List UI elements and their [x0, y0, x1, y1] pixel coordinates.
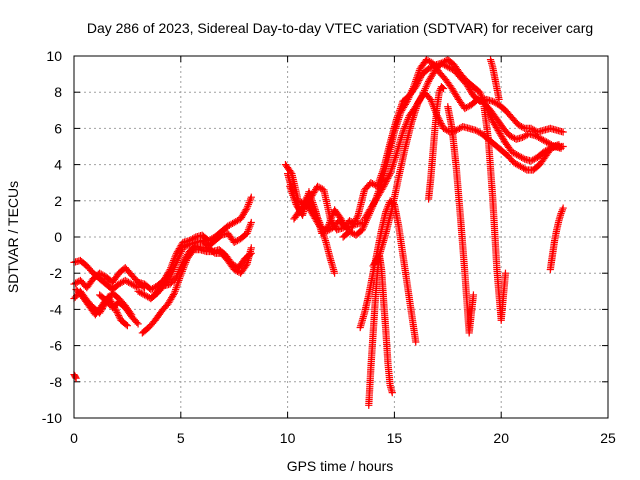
y-axis-ticks: -10 -8 -6 -4 -2 0 2 4 6 8 10 — [42, 48, 608, 426]
y-tick-label: 6 — [54, 120, 62, 136]
data-point — [559, 142, 567, 151]
data-point — [438, 84, 447, 92]
x-tick-label: 15 — [387, 430, 403, 446]
series-tail — [546, 204, 567, 274]
data-points — [70, 56, 567, 409]
data-point — [71, 373, 80, 381]
data-point — [495, 95, 503, 104]
y-axis-label: SDTVAR / TECUs — [5, 181, 21, 293]
series-s2 — [70, 264, 149, 292]
data-point — [559, 128, 567, 136]
series-dip6 — [486, 56, 503, 104]
data-point — [501, 269, 510, 277]
series-s1 — [70, 256, 142, 294]
x-tick-label: 20 — [493, 430, 509, 446]
series-s15 — [360, 56, 567, 223]
x-axis-label: GPS time / hours — [287, 458, 394, 474]
data-point — [469, 291, 478, 299]
y-tick-label: -4 — [50, 301, 63, 317]
data-point — [123, 322, 131, 330]
y-tick-label: -10 — [42, 410, 62, 426]
y-tick-label: 8 — [54, 84, 62, 100]
data-point — [330, 269, 339, 277]
data-point — [134, 320, 142, 328]
data-point — [247, 244, 255, 252]
data-point — [439, 84, 448, 93]
data-point — [555, 141, 563, 149]
x-axis-ticks: 0 5 10 15 20 25 — [70, 56, 616, 446]
y-tick-label: -6 — [50, 338, 63, 354]
y-tick-label: 10 — [46, 48, 62, 64]
data-point — [247, 193, 255, 201]
data-point — [247, 218, 255, 227]
y-tick-label: 4 — [54, 157, 62, 173]
series-dip5 — [480, 103, 510, 324]
series-dip2 — [365, 251, 396, 409]
y-tick-label: -8 — [50, 374, 63, 390]
series-s5 — [96, 291, 142, 328]
y-tick-label: 0 — [54, 229, 62, 245]
data-point — [559, 204, 567, 212]
series-s9 — [147, 242, 255, 303]
y-tick-label: -2 — [50, 265, 63, 281]
chart-title: Day 286 of 2023, Sidereal Day-to-day VTE… — [87, 20, 593, 36]
plot-frame — [73, 55, 609, 419]
data-point — [210, 248, 218, 256]
series-s14 — [339, 56, 565, 241]
x-tick-label: 0 — [70, 430, 78, 446]
series-dip3 — [424, 83, 448, 203]
series-dip1 — [356, 197, 420, 346]
y-tick-label: 2 — [54, 193, 62, 209]
series-outlier — [70, 370, 80, 382]
series-dip4 — [444, 103, 478, 337]
data-point — [412, 338, 420, 346]
data-point — [388, 389, 396, 397]
data-point — [122, 321, 130, 329]
x-tick-label: 25 — [600, 430, 616, 446]
x-tick-label: 5 — [177, 430, 185, 446]
x-tick-label: 10 — [280, 430, 296, 446]
